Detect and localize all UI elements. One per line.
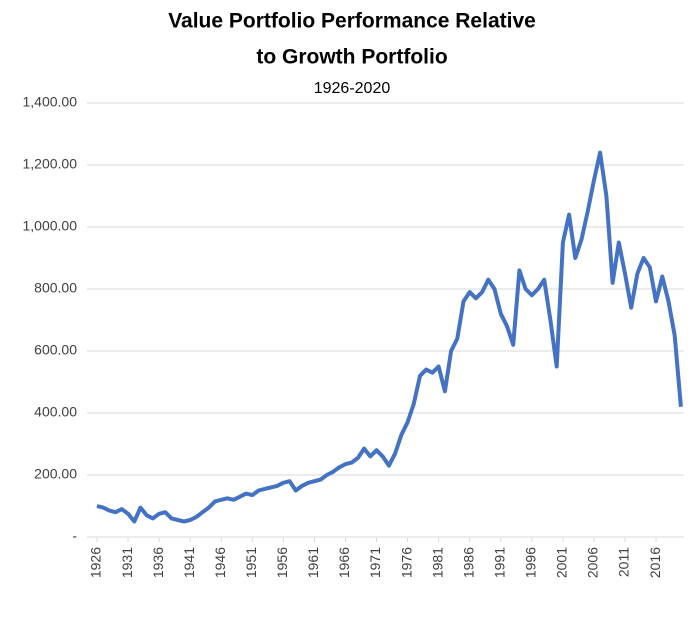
y-tick-label: 1,400.00: [23, 94, 78, 110]
x-tick-label: 1956: [274, 547, 290, 578]
y-tick-label: 200.00: [34, 466, 77, 482]
y-tick-label: 1,200.00: [23, 156, 78, 172]
x-tick-label: 1996: [523, 547, 539, 578]
y-tick-label: 400.00: [34, 404, 77, 420]
x-tick-label: 2006: [585, 547, 601, 578]
chart-title: to Growth Portfolio: [256, 46, 447, 69]
x-tick-label: 2001: [554, 547, 570, 578]
x-tick-label: 1931: [119, 547, 135, 578]
x-tick-label: 1986: [460, 547, 476, 578]
data-line: [96, 150, 683, 524]
chart-subtitle: 1926-2020: [314, 80, 391, 97]
x-tick-label: 1976: [398, 547, 414, 578]
y-tick-label: 800.00: [34, 280, 77, 296]
x-tick-label: 1966: [336, 547, 352, 578]
x-tick-label: 1946: [212, 547, 228, 578]
x-tick-label: 2016: [647, 547, 663, 578]
x-tick-label: 1951: [243, 547, 259, 578]
x-tick-label: 1926: [88, 547, 104, 578]
y-tick-label: 1,000.00: [23, 218, 78, 234]
x-tick-label: 2011: [616, 547, 632, 577]
x-tick-label: 1961: [305, 547, 321, 578]
chart-title: Value Portfolio Performance Relative: [168, 10, 536, 33]
x-tick-label: 1971: [367, 547, 383, 578]
x-tick-label: 1936: [150, 547, 166, 578]
x-tick-label: 1981: [429, 547, 445, 578]
y-tick-label: 600.00: [34, 342, 77, 358]
y-tick-label: -: [72, 528, 77, 544]
x-tick-label: 1941: [181, 547, 197, 578]
x-tick-label: 1991: [491, 547, 507, 578]
